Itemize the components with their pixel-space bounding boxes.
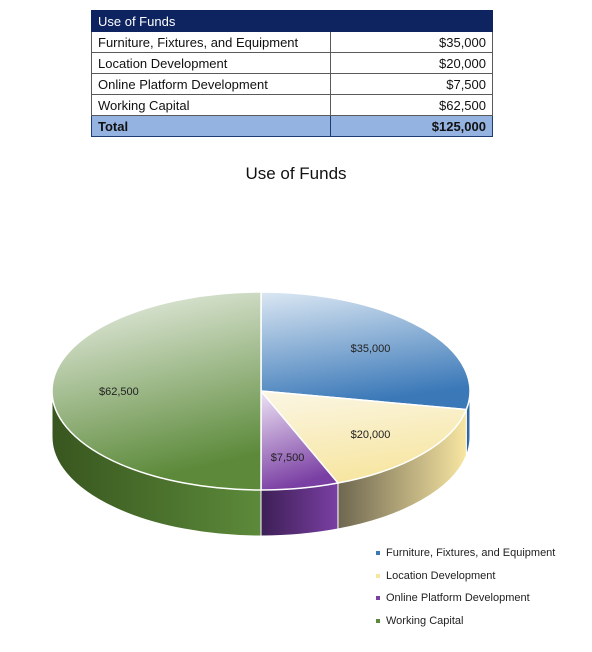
table-row-label: Furniture, Fixtures, and Equipment bbox=[91, 31, 331, 53]
table-header-row: Use of Funds bbox=[91, 10, 493, 32]
table-total-row: Total $125,000 bbox=[91, 115, 493, 137]
slice-location-data-label: $20,000 bbox=[351, 429, 391, 441]
legend-item: Working Capital bbox=[376, 610, 555, 633]
chart-legend: Furniture, Fixtures, and Equipment Locat… bbox=[376, 542, 555, 632]
legend-item: Location Development bbox=[376, 565, 555, 588]
table-total-amount: $125,000 bbox=[330, 115, 493, 137]
slice-furniture-data-label: $35,000 bbox=[351, 343, 391, 355]
slice-online-platform-data-label: $7,500 bbox=[271, 452, 305, 464]
use-of-funds-table: Use of Funds Furniture, Fixtures, and Eq… bbox=[91, 10, 493, 137]
table-header: Use of Funds bbox=[91, 10, 493, 32]
table-row-label: Online Platform Development bbox=[91, 73, 331, 95]
chart-title: Use of Funds bbox=[245, 164, 347, 183]
table-row-label: Working Capital bbox=[91, 94, 331, 116]
legend-item: Furniture, Fixtures, and Equipment bbox=[376, 542, 555, 565]
table-row: Furniture, Fixtures, and Equipment $35,0… bbox=[91, 31, 493, 53]
table-total-label: Total bbox=[91, 115, 331, 137]
legend-label: Working Capital bbox=[386, 615, 464, 628]
legend-label: Furniture, Fixtures, and Equipment bbox=[386, 547, 556, 560]
legend-item: Online Platform Development bbox=[376, 587, 555, 610]
legend-swatch bbox=[376, 619, 380, 624]
legend-label: Location Development bbox=[386, 569, 496, 582]
slice-working-capital bbox=[51, 291, 262, 491]
table-row: Working Capital $62,500 bbox=[91, 94, 493, 116]
slice-working-capital-data-label: $62,500 bbox=[99, 386, 139, 398]
slice-online-platform-side bbox=[260, 482, 339, 537]
legend-swatch bbox=[376, 596, 380, 601]
legend-swatch bbox=[376, 551, 380, 556]
slice-location bbox=[259, 390, 468, 484]
legend-swatch bbox=[376, 573, 380, 578]
legend-label: Online Platform Development bbox=[386, 592, 530, 605]
slice-furniture bbox=[260, 291, 471, 411]
